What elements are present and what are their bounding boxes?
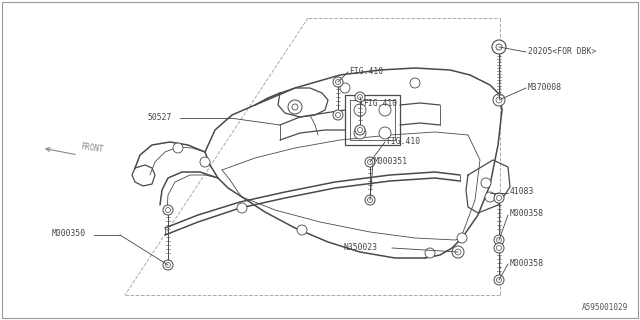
Circle shape xyxy=(410,78,420,88)
Circle shape xyxy=(494,243,504,253)
Circle shape xyxy=(493,94,505,106)
Circle shape xyxy=(358,94,362,100)
Text: M370008: M370008 xyxy=(528,84,562,92)
Text: FIG.410: FIG.410 xyxy=(349,67,383,76)
Circle shape xyxy=(288,100,302,114)
Circle shape xyxy=(358,127,362,132)
Text: FRONT: FRONT xyxy=(80,142,104,154)
Circle shape xyxy=(163,205,173,215)
Circle shape xyxy=(173,143,183,153)
Text: 20205<FOR DBK>: 20205<FOR DBK> xyxy=(528,47,596,57)
Text: M000350: M000350 xyxy=(52,229,86,238)
Circle shape xyxy=(354,127,366,139)
Circle shape xyxy=(335,113,340,117)
Circle shape xyxy=(497,277,502,283)
Text: N350023: N350023 xyxy=(343,244,377,252)
Circle shape xyxy=(163,260,173,270)
Circle shape xyxy=(496,97,502,103)
Text: M000351: M000351 xyxy=(374,157,408,166)
Circle shape xyxy=(355,92,365,102)
Circle shape xyxy=(367,159,372,164)
Circle shape xyxy=(497,196,502,201)
Circle shape xyxy=(492,40,506,54)
Text: 41083: 41083 xyxy=(510,188,534,196)
Circle shape xyxy=(379,127,391,139)
Circle shape xyxy=(340,83,350,93)
Circle shape xyxy=(455,249,461,255)
Text: 50527: 50527 xyxy=(148,113,172,122)
Circle shape xyxy=(365,195,375,205)
Circle shape xyxy=(457,233,467,243)
Text: M000358: M000358 xyxy=(510,210,544,219)
Circle shape xyxy=(497,237,502,243)
Circle shape xyxy=(166,207,170,212)
Circle shape xyxy=(494,275,504,285)
Circle shape xyxy=(335,79,340,84)
Circle shape xyxy=(355,125,365,135)
Circle shape xyxy=(333,110,343,120)
Circle shape xyxy=(292,104,298,110)
Circle shape xyxy=(481,178,491,188)
Circle shape xyxy=(200,157,210,167)
Circle shape xyxy=(166,262,170,268)
Circle shape xyxy=(494,193,504,203)
Circle shape xyxy=(496,44,502,50)
Circle shape xyxy=(452,246,464,258)
Text: FIG.410: FIG.410 xyxy=(386,137,420,146)
Circle shape xyxy=(237,203,247,213)
Circle shape xyxy=(425,248,435,258)
Circle shape xyxy=(297,225,307,235)
Circle shape xyxy=(333,77,343,87)
Circle shape xyxy=(494,235,504,245)
Circle shape xyxy=(354,104,366,116)
Circle shape xyxy=(367,197,372,203)
Text: M000358: M000358 xyxy=(510,259,544,268)
Text: FIG.410: FIG.410 xyxy=(363,100,397,108)
Circle shape xyxy=(485,192,495,202)
Circle shape xyxy=(497,245,502,251)
Circle shape xyxy=(365,157,375,167)
Circle shape xyxy=(379,104,391,116)
Text: A595001029: A595001029 xyxy=(582,303,628,312)
